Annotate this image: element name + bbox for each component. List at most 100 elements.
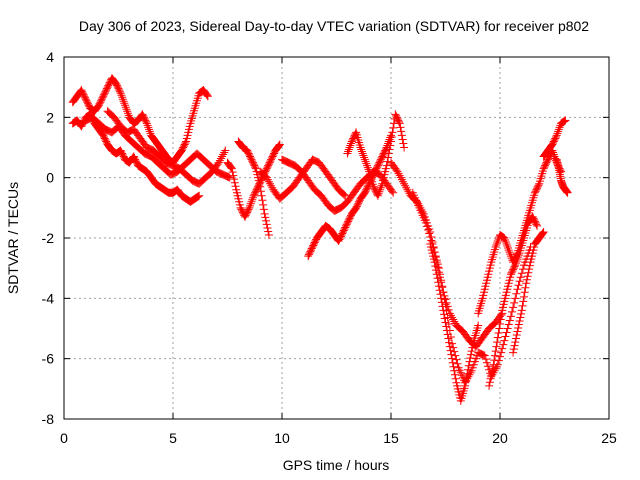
data-point: [514, 320, 523, 329]
data-point: [395, 119, 404, 128]
data-point: [216, 154, 225, 163]
data-point: [247, 197, 256, 206]
data-point: [219, 150, 228, 159]
data-point: [449, 315, 458, 324]
data-point: [121, 101, 130, 110]
data-point: [120, 99, 129, 108]
data-point: [248, 193, 257, 202]
data-point: [340, 190, 349, 199]
data-point: [514, 281, 523, 290]
x-tick-label: 10: [274, 430, 290, 446]
series-arc-15: [485, 212, 542, 390]
data-point: [512, 331, 521, 340]
data-point: [215, 156, 224, 165]
data-point: [224, 173, 233, 182]
data-point: [363, 161, 372, 170]
data-point: [509, 348, 518, 357]
x-axis-label: GPS time / hours: [283, 457, 390, 473]
data-point: [510, 341, 519, 350]
data-point: [461, 381, 470, 390]
data-point: [516, 273, 525, 282]
data-point: [375, 187, 384, 196]
data-point: [357, 145, 366, 154]
data-point: [561, 116, 570, 125]
data-point: [424, 225, 433, 234]
data-point: [525, 261, 534, 270]
data-point: [515, 316, 524, 325]
data-point: [517, 269, 526, 278]
series-arc-12: [408, 188, 535, 387]
data-point: [493, 338, 502, 347]
data-point: [358, 149, 367, 158]
data-point: [259, 200, 268, 209]
data-point: [485, 378, 494, 387]
data-point: [435, 286, 444, 295]
data-point: [440, 310, 449, 319]
data-point: [394, 169, 403, 178]
data-point: [467, 347, 476, 356]
data-point: [496, 352, 504, 361]
data-point: [551, 132, 560, 141]
data-point: [386, 141, 395, 150]
data-point: [116, 89, 125, 98]
data-point: [398, 177, 407, 186]
data-point: [195, 191, 204, 200]
data-point: [256, 187, 265, 196]
data-point: [512, 289, 521, 298]
data-point: [492, 241, 501, 250]
data-point: [439, 306, 448, 315]
data-point: [499, 340, 508, 349]
data-point: [559, 117, 568, 126]
data-point: [449, 362, 458, 371]
data-point: [397, 175, 406, 184]
data-point: [492, 362, 501, 371]
data-point: [363, 163, 372, 172]
data-point: [362, 159, 371, 168]
data-point: [517, 309, 526, 318]
data-point: [442, 322, 451, 331]
data-point: [360, 153, 369, 162]
data-point: [220, 148, 229, 157]
data-point: [145, 127, 154, 136]
data-point: [248, 195, 257, 204]
data-point: [513, 255, 522, 264]
data-point: [345, 143, 354, 152]
data-point: [501, 236, 510, 245]
data-point: [444, 334, 453, 343]
data-point: [426, 232, 435, 241]
data-point: [344, 147, 353, 156]
data-point: [225, 173, 234, 182]
data-point: [487, 371, 496, 380]
data-point: [397, 131, 406, 140]
data-point: [118, 93, 127, 102]
data-point: [357, 147, 366, 156]
data-point: [275, 140, 284, 149]
data-point: [373, 191, 382, 200]
data-point: [488, 367, 497, 376]
data-point: [554, 125, 563, 134]
data-point: [505, 248, 514, 257]
data-point: [384, 153, 393, 162]
data-point: [491, 243, 500, 252]
data-point: [518, 301, 527, 310]
data-point: [203, 92, 212, 101]
data-point: [347, 139, 356, 148]
data-point: [117, 91, 126, 100]
data-point: [228, 168, 237, 177]
data-point: [509, 303, 518, 312]
plot-frame: [63, 56, 610, 420]
data-point: [468, 343, 477, 352]
data-point: [513, 285, 522, 294]
y-tick-label: -8: [42, 411, 55, 427]
data-point: [421, 218, 430, 227]
data-point: [401, 181, 410, 190]
data-point: [446, 311, 455, 320]
data-point: [193, 192, 202, 201]
data-point: [496, 315, 505, 324]
data-point: [441, 318, 450, 327]
data-point: [264, 227, 273, 236]
data-point: [231, 182, 240, 191]
data-point: [344, 145, 353, 154]
data-point: [469, 340, 478, 349]
data-point: [262, 216, 271, 225]
